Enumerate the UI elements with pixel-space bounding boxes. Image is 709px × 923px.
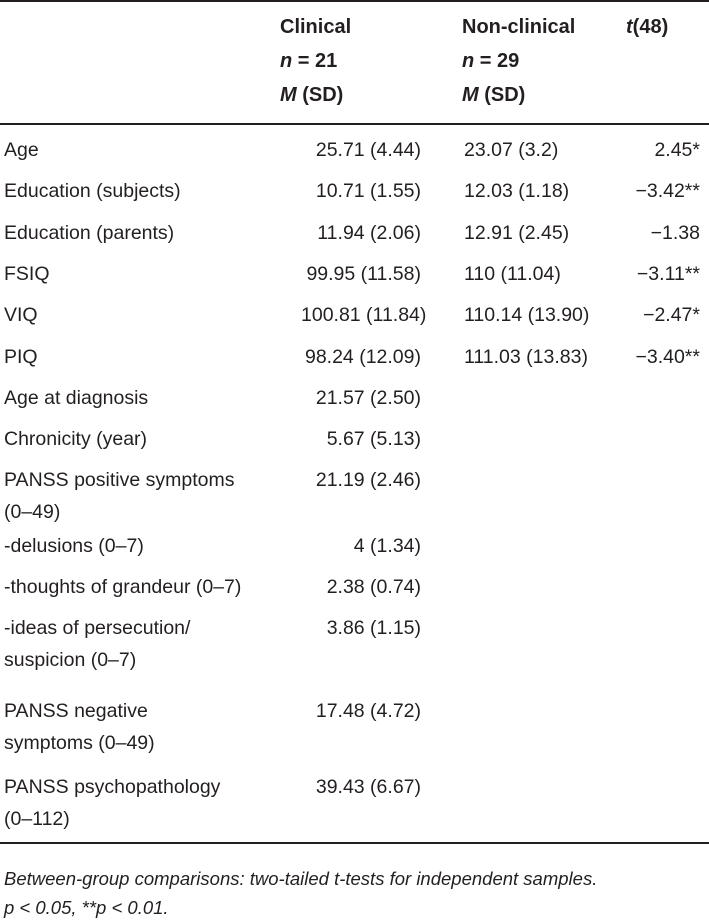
clinical-value: 21.19 (2.46) — [315, 469, 421, 491]
row-label-line: symptoms (0–49) — [4, 732, 155, 754]
row-label-line: VIQ — [4, 304, 38, 326]
row-label-line: -thoughts of grandeur (0–7) — [4, 576, 242, 598]
row-label-line: (0–112) — [4, 808, 70, 830]
t-value: −3.40** — [635, 346, 700, 368]
row-label: Chronicity (year) — [4, 423, 147, 455]
clinical-value: 17.48 (4.72) — [315, 700, 421, 722]
row-label-line: FSIQ — [4, 263, 50, 285]
row-label: -thoughts of grandeur (0–7) — [4, 571, 241, 603]
table-footnote-comparisons: Between-group comparisons: two-tailed t-… — [4, 868, 598, 889]
nonclinical-value: 12.03 (1.18) — [464, 180, 570, 202]
row-label-line: PANSS positive symptoms — [4, 469, 235, 491]
header-clinical-n: n = 21 — [280, 44, 351, 78]
header-nonclinical-sd: (SD) — [478, 84, 526, 106]
row-label-line: -ideas of persecution/ — [4, 617, 191, 639]
row-label-line: -delusions (0–7) — [4, 535, 144, 557]
header-t: t(48) — [626, 10, 668, 44]
row-label: PANSS positive symptoms (0–49) — [4, 464, 234, 528]
nonclinical-value: 110.14 (13.90) — [464, 304, 590, 326]
header-clinical-stat: M (SD) — [280, 78, 351, 112]
table-footnote-significance: p < 0.05, **p < 0.01. — [4, 897, 169, 918]
nonclinical-value: 110 (11.04) — [464, 263, 561, 285]
row-label: Age — [4, 134, 39, 166]
row-label: PANSS psychopathology (0–112) — [4, 771, 220, 835]
row-label-line: PANSS psychopathology — [4, 776, 221, 798]
t-value: −3.42** — [635, 180, 700, 202]
row-label-line: suspicion (0–7) — [4, 649, 137, 671]
t-value: −1.38 — [650, 222, 700, 244]
row-label-line: Education (subjects) — [4, 180, 181, 202]
header-clinical-n-symbol: n — [280, 50, 293, 72]
header-nonclinical-n: n = 29 — [462, 44, 575, 78]
header-bottom-rule — [0, 123, 709, 125]
header-clinical-m-symbol: M — [280, 84, 297, 106]
header-clinical-title: Clinical — [280, 16, 352, 38]
header-t-df: (48) — [632, 16, 669, 38]
table-bottom-rule — [0, 842, 709, 844]
row-label-line: Chronicity (year) — [4, 428, 148, 450]
nonclinical-value: 111.03 (13.83) — [464, 346, 588, 368]
header-clinical: Clinical n = 21 M (SD) — [280, 10, 351, 112]
row-label: -ideas of persecution/suspicion (0–7) — [4, 612, 190, 676]
clinical-value: 11.94 (2.06) — [317, 222, 421, 244]
clinical-value: 4 (1.34) — [353, 535, 421, 557]
row-label: FSIQ — [4, 258, 50, 290]
clinical-value: 10.71 (1.55) — [315, 180, 421, 202]
clinical-value: 3.86 (1.15) — [326, 617, 421, 639]
header-clinical-sd: (SD) — [296, 84, 344, 106]
row-label: PIQ — [4, 341, 38, 373]
nonclinical-value: 12.91 (2.45) — [464, 222, 570, 244]
row-label-line: PIQ — [4, 346, 38, 368]
row-label: Education (subjects) — [4, 175, 181, 207]
clinical-value: 99.95 (11.58) — [306, 263, 421, 285]
row-label: -delusions (0–7) — [4, 530, 144, 562]
row-label-line: PANSS negative — [4, 700, 148, 722]
nonclinical-value: 23.07 (3.2) — [464, 139, 559, 161]
row-label: Education (parents) — [4, 217, 174, 249]
clinical-value: 100.81 (11.84) — [301, 304, 427, 326]
t-value: 2.45* — [654, 139, 700, 161]
header-nonclinical-m-symbol: M — [462, 84, 479, 106]
header-t-symbol: t — [626, 16, 633, 38]
t-value: −2.47* — [643, 304, 700, 326]
clinical-value: 21.57 (2.50) — [315, 387, 421, 409]
row-label-line: Age — [4, 139, 39, 161]
header-nonclinical: Non-clinical n = 29 M (SD) — [462, 10, 575, 112]
row-label: PANSS negative symptoms (0–49) — [4, 695, 155, 759]
header-nonclinical-n-value: = 29 — [474, 50, 520, 72]
clinical-value: 5.67 (5.13) — [326, 428, 421, 450]
header-t-stat: t(48) — [626, 10, 668, 44]
header-nonclinical-title: Non-clinical — [462, 16, 576, 38]
row-label: Age at diagnosis — [4, 382, 148, 414]
header-nonclinical-n-symbol: n — [462, 50, 475, 72]
row-label-line: (0–49) — [4, 501, 61, 523]
clinical-value: 98.24 (12.09) — [304, 346, 421, 368]
row-label: VIQ — [4, 299, 38, 331]
clinical-value: 39.43 (6.67) — [315, 776, 421, 798]
header-nonclinical-stat: M (SD) — [462, 78, 575, 112]
row-label-line: Education (parents) — [4, 222, 175, 244]
row-label-line: Age at diagnosis — [4, 387, 149, 409]
table-top-rule — [0, 0, 709, 2]
clinical-value: 25.71 (4.44) — [315, 139, 421, 161]
header-clinical-n-value: = 21 — [292, 50, 338, 72]
clinical-value: 2.38 (0.74) — [326, 576, 421, 598]
t-value: −3.11** — [636, 263, 700, 285]
